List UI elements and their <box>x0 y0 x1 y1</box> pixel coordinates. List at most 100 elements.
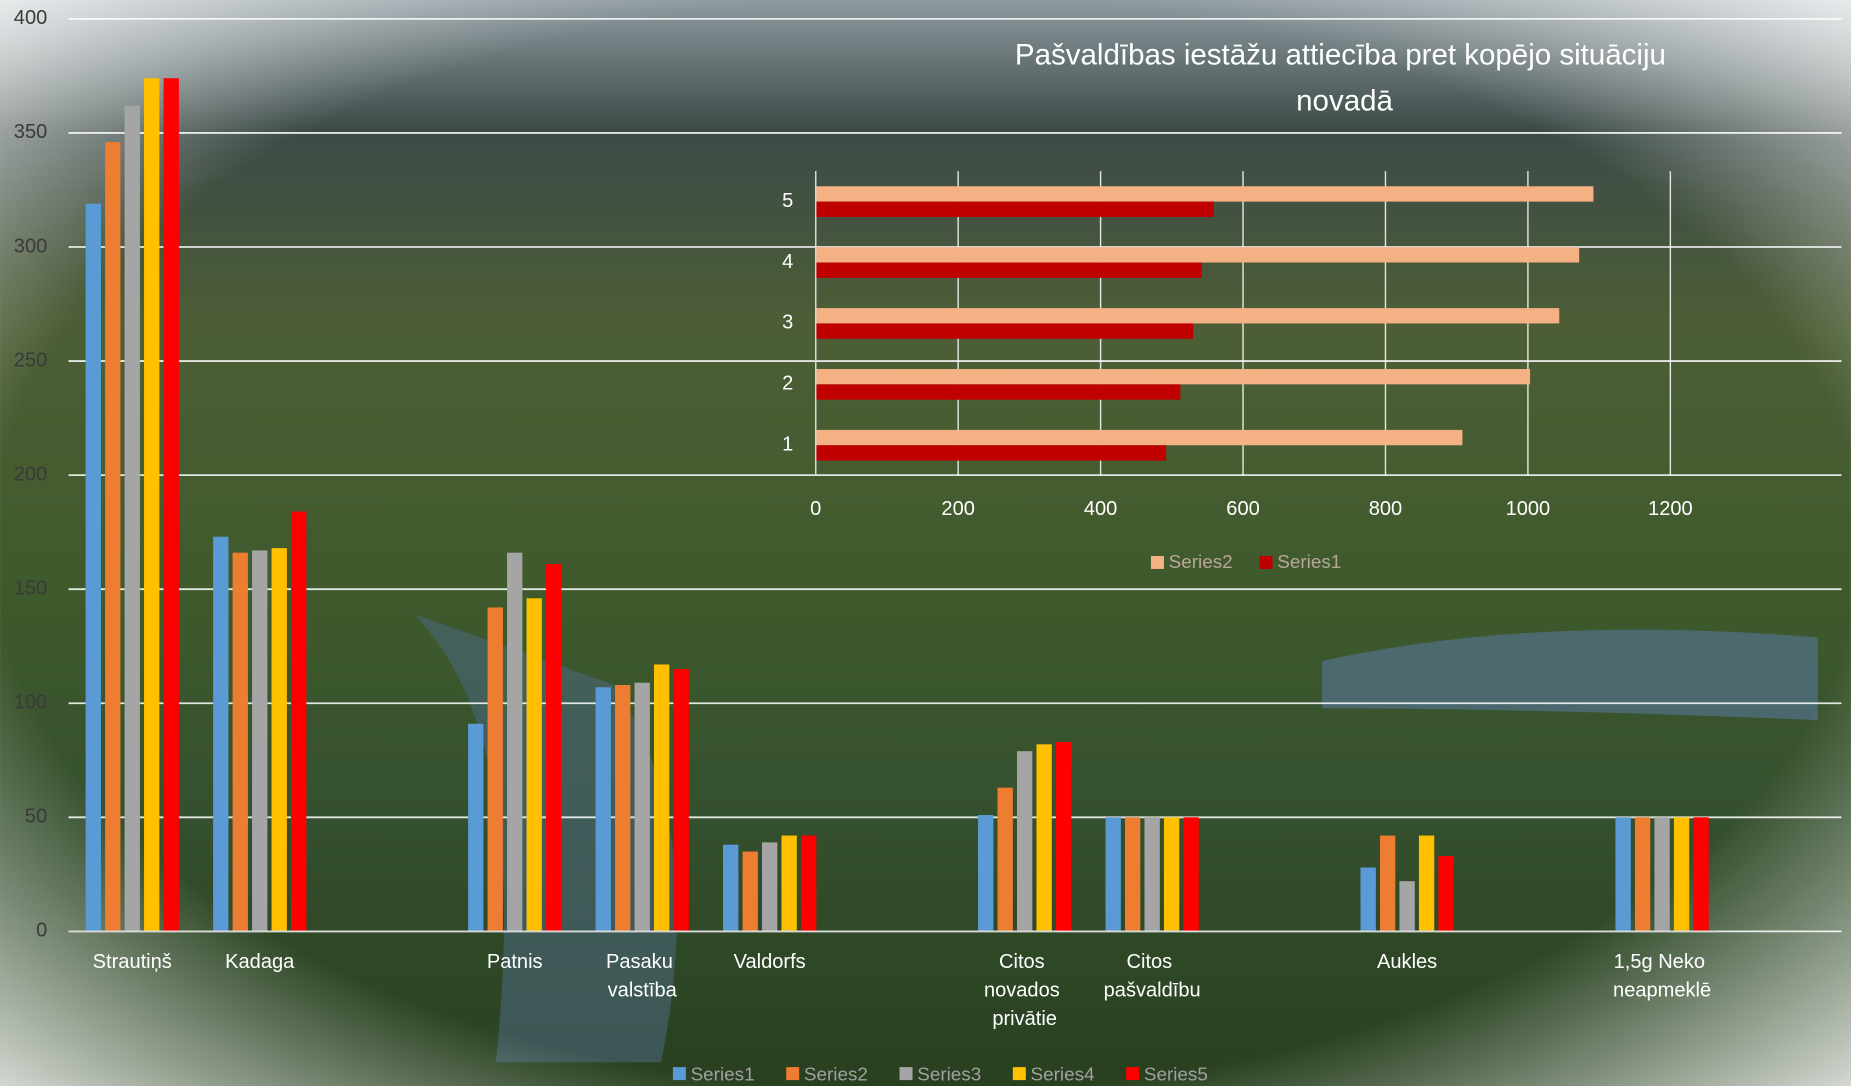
bar <box>654 664 670 932</box>
bar <box>1163 817 1180 932</box>
y-tick-label: 350 <box>14 121 47 143</box>
x-tick-label: Citos novados privātie <box>984 952 1065 1031</box>
bar <box>1055 742 1072 932</box>
x-tick-label: Kadaga <box>225 952 295 974</box>
bar <box>1016 751 1033 932</box>
x-tick-label: Strautiņš <box>93 952 172 974</box>
x-tick-label: 200 <box>941 498 974 520</box>
bar <box>1615 817 1631 932</box>
bar <box>997 787 1013 932</box>
legend-label: Series4 <box>1031 1064 1095 1085</box>
legend-label: Series1 <box>691 1064 755 1085</box>
y-tick-label: 100 <box>14 692 47 714</box>
legend-label: Series2 <box>804 1064 868 1085</box>
legend-swatch <box>1126 1067 1140 1081</box>
bar <box>1654 817 1670 932</box>
bar <box>1693 817 1709 932</box>
legend-swatch <box>1259 555 1273 569</box>
bar <box>124 105 140 932</box>
bar <box>213 536 229 932</box>
x-tick-label: 1,5g Neko neapmeklē <box>1613 952 1711 1002</box>
chart-title: Pašvaldības iestāžu attiecība pret kopēj… <box>1015 38 1674 117</box>
bar <box>105 142 121 932</box>
bar <box>595 687 611 932</box>
bar <box>762 842 778 932</box>
bar <box>815 308 1560 324</box>
bar <box>1438 856 1454 932</box>
bar <box>85 203 101 932</box>
x-tick-label: Pasaku valstība <box>606 952 678 1002</box>
bar <box>144 78 160 932</box>
bar <box>232 552 248 932</box>
bar <box>526 598 542 932</box>
y-tick-label: 1 <box>782 434 793 456</box>
legend-swatch <box>1150 555 1164 569</box>
bar <box>545 564 562 932</box>
bar <box>468 723 484 932</box>
legend-label: Series3 <box>917 1064 981 1085</box>
y-tick-label: 3 <box>782 312 793 334</box>
bar <box>1634 817 1651 932</box>
x-tick-label: 400 <box>1084 498 1117 520</box>
bar <box>1036 744 1052 932</box>
bar <box>1124 817 1141 932</box>
bar <box>634 682 650 932</box>
bar <box>800 835 817 932</box>
bar <box>1144 817 1160 932</box>
y-tick-label: 5 <box>782 190 793 212</box>
bar <box>723 844 739 932</box>
bar <box>271 548 287 932</box>
legend-label: Series5 <box>1144 1064 1208 1085</box>
x-tick-label: 1200 <box>1648 498 1693 520</box>
y-tick-label: 0 <box>36 920 47 942</box>
bar <box>815 369 1531 385</box>
bar <box>781 835 797 932</box>
bar <box>815 323 1194 339</box>
legend-swatch <box>1012 1067 1026 1081</box>
hbar-chart: 0 200 400 600 800 1000 1200 1 2 3 4 5 Series2 Series1 <box>782 171 1693 573</box>
y-tick-label: 400 <box>14 7 47 29</box>
x-tick-label: 600 <box>1226 498 1259 520</box>
bar <box>1183 817 1199 932</box>
legend-swatch <box>899 1067 913 1081</box>
bar <box>978 815 994 932</box>
bar <box>507 552 523 932</box>
bar <box>1105 817 1121 932</box>
bar <box>815 384 1181 400</box>
x-tick-label: 1000 <box>1506 498 1551 520</box>
y-tick-label: 2 <box>782 373 793 395</box>
bar <box>815 247 1580 263</box>
legend-label: Series2 <box>1169 552 1233 573</box>
bar <box>815 186 1594 202</box>
bar <box>487 607 503 932</box>
bar <box>252 550 268 932</box>
bar <box>1418 835 1435 932</box>
legend-label: Series1 <box>1277 552 1341 573</box>
y-tick-label: 4 <box>782 251 793 273</box>
bar <box>1673 817 1690 932</box>
x-tick-label: 800 <box>1369 498 1402 520</box>
legend-swatch <box>786 1067 800 1081</box>
bar <box>1379 835 1396 932</box>
bar <box>742 851 758 932</box>
x-tick-label: Aukles <box>1377 952 1437 974</box>
bar <box>1360 867 1376 932</box>
y-tick-label: 250 <box>14 349 47 371</box>
bar <box>815 445 1167 461</box>
y-tick-label: 200 <box>14 463 47 485</box>
x-tick-label: Patnis <box>487 952 543 974</box>
x-tick-label: Valdorfs <box>734 952 806 974</box>
bar <box>1399 881 1415 932</box>
bar <box>291 511 307 932</box>
bar <box>163 78 179 932</box>
bar <box>815 429 1463 446</box>
y-tick-label: 150 <box>14 577 47 599</box>
bar <box>615 684 631 932</box>
legend-swatch <box>672 1067 686 1081</box>
bar <box>815 262 1202 278</box>
x-tick-label: Citos pašvaldību <box>1104 952 1201 1002</box>
bar <box>815 201 1214 217</box>
